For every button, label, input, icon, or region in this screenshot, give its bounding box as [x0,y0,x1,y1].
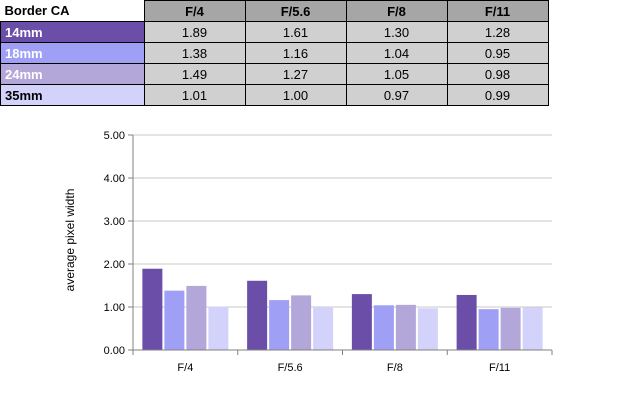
y-tick-label: 1.00 [104,302,125,314]
table-header-row: Border CA F/4 F/5.6 F/8 F/11 [0,0,549,22]
y-tick-label: 0.00 [104,345,125,357]
gridlines [133,134,552,308]
table-cell: 1.38 [143,42,246,64]
table-cell: 1.00 [244,84,347,106]
table-cell: 1.04 [345,42,448,64]
y-tick-label: 4.00 [104,173,125,185]
x-tick-label: F/5.6 [278,362,303,374]
table-cell: 0.99 [446,84,549,106]
bar [142,268,163,350]
table-row: 14mm 1.89 1.61 1.30 1.28 [0,21,549,43]
table-cell: 1.61 [244,21,347,43]
table-cell: 1.89 [143,21,246,43]
bar [478,309,499,350]
row-label-35mm: 35mm [0,84,145,106]
bar [313,307,334,350]
bar [164,290,185,350]
table-cell: 1.30 [345,21,448,43]
bar [500,307,521,350]
y-tick-label: 5.00 [104,130,125,142]
bars [142,268,543,350]
table-cell: 0.95 [446,42,549,64]
x-axis-ticks: F/4 F/5.6 F/8 F/11 [132,350,553,374]
bar [417,308,438,350]
table-cell: 1.16 [244,42,347,64]
bar [456,294,477,350]
table-cell: 1.49 [143,63,246,85]
x-tick-label: F/4 [177,362,193,374]
column-header: F/5.6 [244,0,347,22]
table-row: 18mm 1.38 1.16 1.04 0.95 [0,42,549,64]
bar [186,285,207,350]
bar [395,304,416,350]
table-cell: 0.97 [345,84,448,106]
y-tick-label: 2.00 [104,259,125,271]
y-axis-ticks: 0.00 1.00 2.00 3.00 4.00 5.00 [104,130,133,357]
border-ca-table: Border CA F/4 F/5.6 F/8 F/11 14mm 1.89 1… [0,0,549,106]
row-label-18mm: 18mm [0,42,145,64]
x-tick-label: F/8 [387,362,403,374]
bar [247,280,268,350]
table-row: 35mm 1.01 1.00 0.97 0.99 [0,84,549,106]
y-tick-label: 3.00 [104,216,125,228]
bar [291,295,312,350]
table-corner-label: Border CA [0,0,145,22]
table-cell: 1.28 [446,21,549,43]
row-label-24mm: 24mm [0,63,145,85]
bar [522,307,543,350]
bar [351,294,372,350]
bar [269,300,290,350]
column-header: F/11 [446,0,549,22]
bar [373,305,394,350]
row-label-14mm: 14mm [0,21,145,43]
table-cell: 0.98 [446,63,549,85]
table-row: 24mm 1.49 1.27 1.05 0.98 [0,63,549,85]
y-axis-label: average pixel width [63,189,77,292]
table-cell: 1.05 [345,63,448,85]
bar [208,306,229,350]
column-header: F/8 [345,0,448,22]
bar-chart: 0.00 1.00 2.00 3.00 4.00 5.00 F/4 F/5.6 F/8 F/11… [63,130,553,374]
table-cell: 1.27 [244,63,347,85]
column-header: F/4 [143,0,246,22]
table-cell: 1.01 [143,84,246,106]
x-tick-label: F/11 [489,362,510,374]
